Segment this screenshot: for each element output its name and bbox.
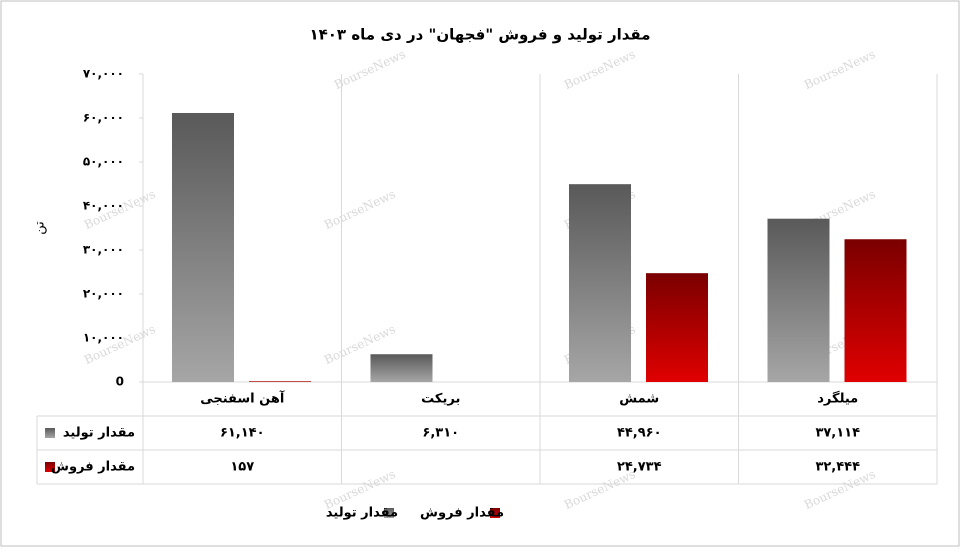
bar (370, 354, 433, 382)
legend-label: مقدار فروش (420, 506, 504, 521)
y-tick-label: ۱۰,۰۰۰ (83, 331, 124, 345)
value-label: ۶۱,۱۴۰ (220, 426, 265, 441)
x-tick-label: شمش (619, 392, 659, 407)
bar (569, 184, 631, 382)
bar (844, 239, 907, 382)
y-tick-label: ۶۰,۰۰۰ (83, 111, 124, 125)
value-label: ۴۴,۹۶۰ (617, 426, 662, 441)
value-label: ۲۴,۷۳۴ (617, 460, 662, 475)
value-label: ۳۲,۴۴۴ (815, 460, 860, 475)
value-label: ۶,۳۱۰ (422, 426, 459, 441)
x-tick-label: میلگرد (817, 391, 858, 407)
chart-title: مقدار تولید و فروش "فجهان" در دی ماه ۱۴۰… (309, 26, 650, 44)
value-label: ۱۵۷ (230, 460, 254, 475)
x-tick-label: آهن اسفنجی (200, 390, 285, 407)
legend-swatch (490, 508, 500, 518)
bar (646, 273, 708, 382)
y-axis-label: تن (33, 221, 48, 235)
series-name: مقدار تولید (63, 426, 135, 441)
y-tick-label: ۵۰,۰۰۰ (83, 155, 124, 169)
legend-swatch (384, 508, 394, 518)
series-name: مقدار فروش (51, 460, 135, 475)
x-tick-label: بریکت (421, 392, 460, 407)
legend-swatch (45, 428, 55, 438)
y-tick-label: 0 (116, 375, 124, 389)
y-tick-label: ۲۰,۰۰۰ (83, 287, 124, 301)
bar (172, 112, 234, 382)
legend-swatch (45, 462, 55, 472)
value-label: ۳۷,۱۱۴ (815, 426, 860, 441)
y-tick-label: ۳۰,۰۰۰ (83, 243, 124, 257)
y-tick-label: ۴۰,۰۰۰ (83, 199, 124, 213)
y-tick-label: ۷۰,۰۰۰ (83, 67, 124, 81)
legend-label: مقدار تولید (326, 506, 398, 521)
bar (249, 381, 311, 382)
bar (767, 218, 830, 382)
